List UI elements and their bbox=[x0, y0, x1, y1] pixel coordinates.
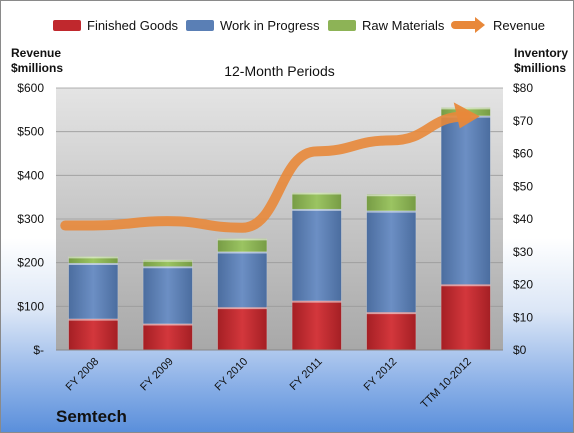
right-axis-title-line-2: $millions bbox=[514, 61, 567, 75]
left-tick-label: $600 bbox=[17, 81, 44, 95]
company-name: Semtech bbox=[56, 407, 127, 426]
legend-swatch-raw-materials bbox=[328, 19, 356, 31]
legend-item-revenue: Revenue bbox=[451, 16, 545, 34]
right-tick-label: $40 bbox=[513, 212, 533, 226]
right-tick-label: $50 bbox=[513, 179, 533, 193]
left-tick-label: $300 bbox=[17, 212, 44, 226]
bar-work-in-progress bbox=[366, 210, 417, 313]
bar-work-in-progress bbox=[440, 115, 491, 285]
bar-work-in-progress bbox=[217, 251, 268, 308]
legend-item-finished-goods: Finished Goods bbox=[53, 16, 178, 34]
bar-finished-goods bbox=[366, 312, 417, 351]
category-label: FY 2009 bbox=[138, 356, 176, 394]
bar-work-in-progress bbox=[68, 262, 119, 320]
bar-finished-goods bbox=[440, 284, 491, 351]
right-axis-title: Inventory $millions bbox=[514, 46, 568, 76]
revenue-arrowhead bbox=[453, 102, 480, 129]
revenue-line bbox=[60, 111, 471, 233]
right-tick-label: $20 bbox=[513, 278, 533, 292]
left-tick-label: $400 bbox=[17, 168, 44, 182]
bar-finished-goods bbox=[68, 318, 119, 351]
legend-swatch-work-in-progress bbox=[186, 19, 214, 31]
left-axis-title-line-2: $millions bbox=[11, 61, 64, 75]
right-tick-label: $0 bbox=[513, 343, 527, 357]
legend-item-raw-materials: Raw Materials bbox=[328, 16, 444, 34]
legend-label-work-in-progress: Work in Progress bbox=[220, 17, 320, 33]
category-label: FY 2012 bbox=[362, 356, 400, 394]
bar-finished-goods bbox=[291, 300, 342, 351]
bar-raw-materials bbox=[217, 238, 268, 252]
right-tick-label: $70 bbox=[513, 114, 533, 128]
left-tick-label: $100 bbox=[17, 299, 44, 313]
right-tick-label: $10 bbox=[513, 310, 533, 324]
legend-swatch-finished-goods bbox=[53, 19, 81, 31]
category-label: FY 2011 bbox=[288, 356, 325, 393]
bar-work-in-progress bbox=[291, 208, 342, 302]
legend-swatch-revenue bbox=[451, 17, 485, 33]
bar-raw-materials bbox=[366, 194, 417, 212]
legend: Finished Goods Work in Progress Raw Mate… bbox=[1, 16, 573, 34]
bar-finished-goods bbox=[217, 307, 268, 351]
legend-label-finished-goods: Finished Goods bbox=[87, 17, 179, 33]
right-tick-label: $60 bbox=[513, 147, 533, 161]
legend-label-raw-materials: Raw Materials bbox=[362, 17, 445, 33]
chart-title: 12-Month Periods bbox=[224, 63, 335, 79]
left-tick-label: $200 bbox=[17, 256, 44, 270]
left-tick-label: $500 bbox=[17, 125, 44, 139]
right-tick-label: $30 bbox=[513, 245, 533, 259]
bar-raw-materials bbox=[68, 256, 119, 264]
bar-work-in-progress bbox=[142, 266, 193, 325]
bar-raw-materials bbox=[291, 192, 342, 210]
right-tick-label: $80 bbox=[513, 81, 533, 95]
legend-item-work-in-progress: Work in Progress bbox=[186, 16, 319, 34]
left-tick-label: $- bbox=[33, 343, 44, 357]
category-label: FY 2008 bbox=[64, 356, 102, 394]
category-label: TTM 10-2012 bbox=[419, 356, 474, 411]
bar-raw-materials bbox=[142, 259, 193, 267]
right-axis-title-line-1: Inventory bbox=[514, 46, 569, 60]
bar-finished-goods bbox=[142, 323, 193, 351]
left-axis-title-line-1: Revenue bbox=[11, 46, 62, 60]
left-axis-title: Revenue $millions bbox=[11, 46, 63, 76]
legend-label-revenue: Revenue bbox=[493, 17, 546, 33]
category-label: FY 2010 bbox=[213, 356, 251, 394]
